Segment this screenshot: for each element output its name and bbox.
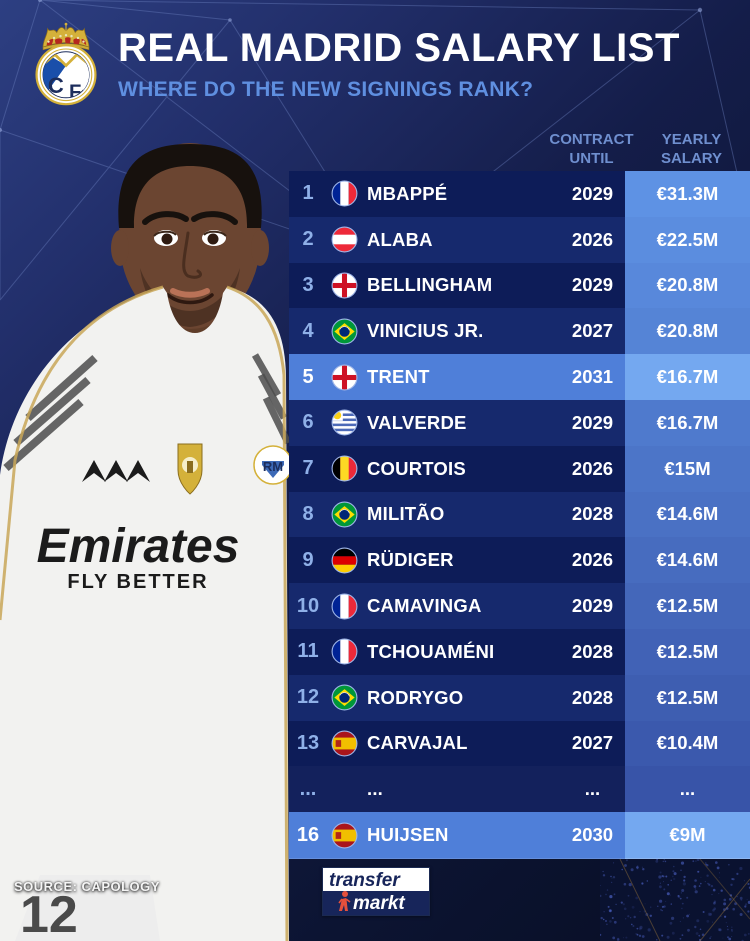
svg-text:transfer: transfer <box>329 870 401 891</box>
svg-text:markt: markt <box>353 893 405 914</box>
